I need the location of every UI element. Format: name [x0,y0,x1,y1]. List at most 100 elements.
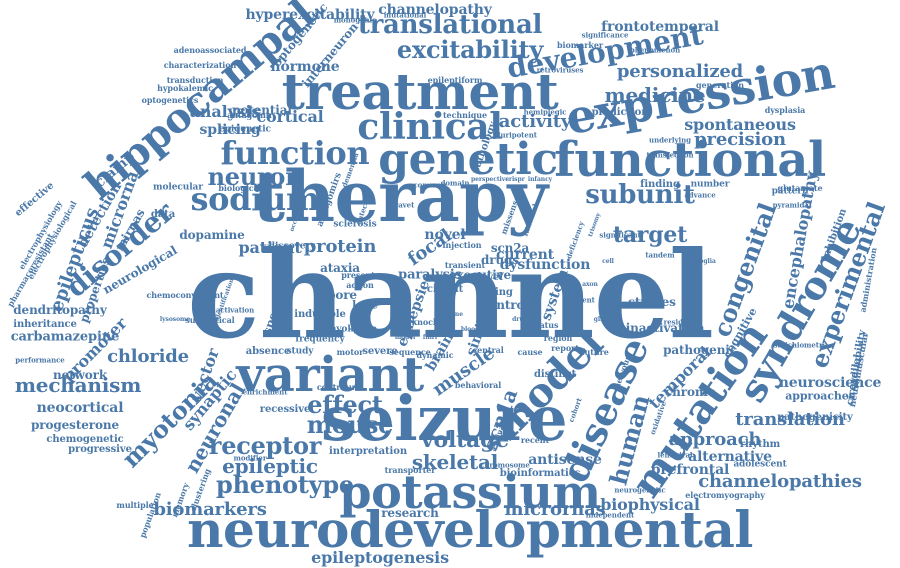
cloud-word: present [341,270,375,280]
cloud-word: discovery [268,241,316,252]
cloud-word: pathogenicity [777,412,853,423]
cloud-word: common [413,180,447,190]
cloud-word: progressive [68,444,132,455]
cloud-word: paralysis [398,267,462,283]
cloud-word: finding [640,179,680,190]
cloud-word: generation [695,80,745,90]
cloud-word: severe [362,346,398,357]
cloud-word: result [512,328,538,338]
cloud-word: monogenic [333,15,377,25]
cloud-word: chloride [107,346,189,367]
cloud-word: stoichiometry [773,340,827,350]
cloud-word: personalized [616,61,744,82]
cloud-word: transduction [166,75,224,85]
cloud-word: studies [628,295,676,309]
cloud-word: action [346,280,374,290]
cloud-word: rhythm [739,439,781,450]
cloud-word: lysosome [159,316,191,323]
cloud-word: sclerosis [333,219,377,230]
cloud-word: cortical [256,107,324,126]
cloud-word: dysfunction [499,257,591,273]
cloud-word: precision [694,129,786,150]
cloud-word: translation [735,409,845,430]
cloud-word: functional [554,132,826,188]
cloud-word: channelopathies [698,471,862,492]
cloud-word: effect [307,390,383,419]
cloud-word: motor [336,347,364,357]
cloud-word: adolescent [733,459,787,470]
cloud-word: advance [684,190,716,200]
cloud-word: carbamazepine [10,329,120,345]
cloud-word: technique [442,110,488,120]
cloud-word: excitability [396,35,544,64]
cloud-word: scheme [547,275,577,285]
cloud-word: current [495,247,555,263]
cloud-word: absence [245,346,291,357]
cloud-word: electromyography [685,490,765,500]
cloud-word: dopamine [179,228,245,242]
cloud-word: crispr [505,176,525,183]
cloud-word: progesterone [31,418,119,432]
cloud-word: hormone [270,59,340,75]
cloud-word: splicing [199,122,261,138]
cloud-word: neuroscience [778,375,882,391]
cloud-word: gating [477,287,513,298]
cloud-word: enrichment [242,387,288,397]
cloud-word: level [477,272,503,283]
cloud-word: chromosome [480,460,530,470]
cloud-word: dysplasia [764,105,806,115]
cloud-word: hemiplegic [523,107,567,117]
cloud-word: myokymia [326,324,378,335]
cloud-word: voltage [420,427,510,453]
cloud-word: significance [581,30,629,40]
cloud-word: ataxia [320,261,360,275]
cloud-word: sequence [389,347,431,357]
cloud-word: independent [585,510,635,520]
cloud-word: subcortical [185,315,235,325]
cloud-word: model [394,334,416,341]
cloud-word: prefrontal [650,462,730,478]
cloud-word: contribute [316,382,364,392]
cloud-word: skeletal [411,450,499,474]
cloud-word: phenomenon [629,45,681,55]
cloud-word: research [381,506,439,520]
cloud-word: lobe [352,298,378,312]
cloud-word: epileptiform [427,75,483,85]
cloud-word: chemoconvulsant [146,290,224,300]
cloud-word: mouse [306,410,394,439]
cloud-word: inheritance [13,319,77,330]
cloud-word: underlying [649,135,691,145]
cloud-word: pathogenic [663,343,737,357]
cloud-word: medicine [604,83,706,107]
cloud-word: residue [663,317,693,327]
cloud-word: inactivation [625,321,705,335]
cloud-word: executive [448,268,512,282]
cloud-word: neurogenetic [614,485,666,495]
cloud-word: pattern [771,186,809,197]
cloud-word: recent [520,435,550,445]
cloud-word: interpretation [329,446,407,457]
cloud-word: approach [668,429,762,450]
cloud-word: epileptogenesis [311,548,449,567]
cloud-word: multiple [116,500,154,510]
cloud-word: sodium [190,180,320,218]
cloud-word: domain [440,178,470,188]
cloud-word: antisense [528,452,602,468]
cloud-word: future [581,347,609,357]
cloud-word: neocortical [36,400,124,416]
cloud-word: network [52,368,108,382]
cloud-word: mechanism [14,373,142,397]
cloud-word: epigenetic [219,124,271,135]
cloud-word: transfection [646,150,694,160]
cloud-word: patient [238,238,302,257]
cloud-word: glutamate [777,183,823,193]
cloud-word: receptor [208,431,322,460]
cloud-word: study [286,346,314,357]
cloud-word: potassium [339,465,601,519]
cloud-word: prediction [591,107,649,118]
cloud-word: seizure [321,382,568,455]
cloud-word: epileptic [222,454,318,478]
cloud-word: novel [424,227,466,243]
cloud-word: fmri [422,334,438,341]
